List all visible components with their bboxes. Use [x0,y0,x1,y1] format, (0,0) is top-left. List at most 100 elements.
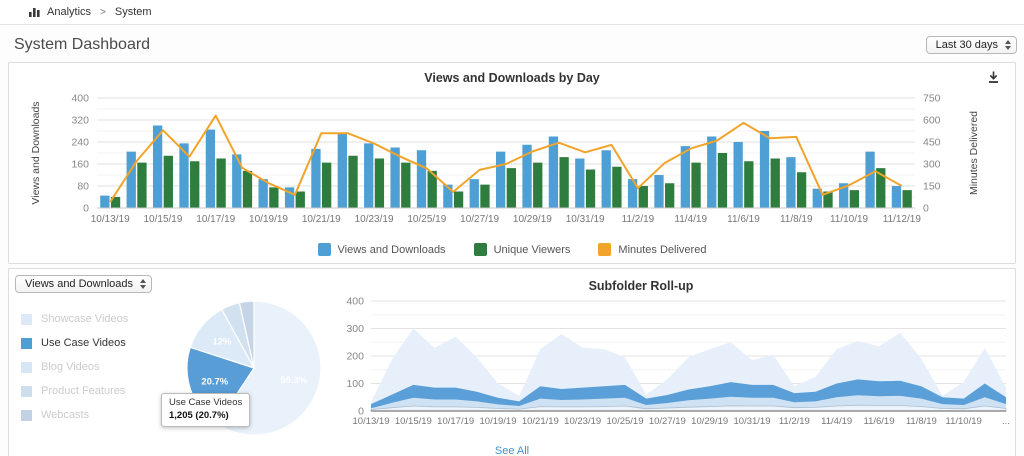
svg-text:300: 300 [923,159,941,171]
daily-chart-title: Views and Downloads by Day [424,71,600,85]
daily-chart-legend: Views and Downloads Unique Viewers Minutes… [9,243,1015,256]
svg-text:160: 160 [71,159,89,171]
see-all-link[interactable]: See All [494,445,530,456]
legend-label: Views and Downloads [337,243,446,256]
breadcrumb-system[interactable]: System [114,6,152,18]
svg-text:100: 100 [346,378,364,390]
svg-text:10/31/19: 10/31/19 [566,214,605,225]
svg-text:10/29/19: 10/29/19 [691,416,728,427]
pie-tooltip-value: 1,205 (20.7%) [169,409,229,421]
rollup-x-axis-labels: 10/13/19 10/15/19 10/17/19 10/19/19 10/21/19… [353,416,1010,427]
svg-text:150: 150 [923,181,941,193]
legend-swatch [598,243,612,256]
svg-text:11/8/19: 11/8/19 [780,214,813,225]
svg-text:300: 300 [346,323,364,335]
bar-chart-icon [28,6,41,18]
svg-text:10/31/19: 10/31/19 [734,416,771,427]
legend-item: Views and Downloads [317,243,446,256]
svg-text:11/6/19: 11/6/19 [864,416,895,427]
legend-label: Minutes Delivered [618,243,707,256]
minutes-delivered-line [109,114,903,203]
date-range-value: Last 30 days [935,39,998,51]
svg-text:450: 450 [923,137,941,149]
svg-text:10/27/19: 10/27/19 [649,416,686,427]
download-icon[interactable] [986,70,1001,90]
daily-x-axis-labels: 10/13/19 10/15/19 10/17/19 10/19/19 10/21/19… [91,214,922,225]
legend-swatch [317,243,331,256]
svg-text:11/6/19: 11/6/19 [727,214,760,225]
views-downloads-by-day-card: Views and Downloads by Day 0 80 160 240 320 4… [8,62,1016,264]
svg-text:0: 0 [923,203,929,215]
svg-text:10/25/19: 10/25/19 [407,214,446,225]
pie-slice-label: 20.7% [201,377,228,388]
svg-text:10/27/19: 10/27/19 [460,214,499,225]
svg-text:...: ... [1002,416,1010,427]
see-all-row: See All [9,441,1015,456]
svg-text:600: 600 [923,115,941,127]
pie-tooltip: Use Case Videos 1,205 (20.7%) [161,393,251,427]
svg-text:11/4/19: 11/4/19 [674,214,707,225]
folder-legend-swatch [21,361,32,373]
svg-text:10/21/19: 10/21/19 [522,416,559,427]
folder-legend-swatch [21,337,32,349]
svg-text:750: 750 [923,93,941,105]
svg-text:200: 200 [346,351,364,363]
folder-legend-label: Product Features [41,385,126,397]
metric-select[interactable]: Views and Downloads [15,275,153,293]
left-axis-title: Views and Downloads [30,101,42,204]
pie-slice-label: 59.3% [280,375,307,386]
svg-text:10/19/19: 10/19/19 [249,214,288,225]
svg-text:240: 240 [71,137,89,149]
svg-text:11/4/19: 11/4/19 [821,416,852,427]
svg-text:10/13/19: 10/13/19 [91,214,130,225]
right-axis-title: Minutes Delivered [968,111,980,195]
svg-text:10/13/19: 10/13/19 [353,416,390,427]
legend-swatch [473,243,487,256]
svg-text:10/29/19: 10/29/19 [513,214,552,225]
folder-legend-item[interactable]: Blog Videos [21,361,128,373]
folder-legend: Showcase Videos Use Case Videos Blog Video… [21,313,128,433]
legend-label: Unique Viewers [493,243,571,256]
pie-tooltip-title: Use Case Videos [169,397,243,408]
svg-text:10/17/19: 10/17/19 [437,416,474,427]
svg-text:80: 80 [77,181,89,193]
svg-text:10/23/19: 10/23/19 [564,416,601,427]
svg-text:11/2/19: 11/2/19 [779,416,810,427]
date-range-select[interactable]: Last 30 days [925,36,1017,54]
svg-text:10/19/19: 10/19/19 [480,416,517,427]
folder-legend-item[interactable]: Product Features [21,385,128,397]
area-series-layer-4 [370,404,1007,412]
folder-legend-item[interactable]: Showcase Videos [21,313,128,325]
legend-item: Minutes Delivered [598,243,706,256]
daily-gridlines: 0 80 160 240 320 400 0 150 300 450 600 750 [71,93,940,215]
legend-item: Unique Viewers [473,243,571,256]
svg-text:10/17/19: 10/17/19 [196,214,235,225]
svg-text:10/15/19: 10/15/19 [395,416,432,427]
pie-slice[interactable] [238,300,255,369]
folder-legend-swatch [21,409,32,421]
svg-text:11/10/19: 11/10/19 [946,416,982,427]
svg-text:11/12/19: 11/12/19 [883,214,922,225]
svg-text:10/21/19: 10/21/19 [302,214,341,225]
svg-text:0: 0 [83,203,89,215]
subfolder-rollup-card: Views and Downloads Showcase Videos Use C… [8,268,1016,456]
svg-text:400: 400 [346,296,364,308]
folder-legend-item[interactable]: Use Case Videos [21,337,128,349]
pie-slice-label: 12% [212,337,232,348]
folder-legend-item[interactable]: Webcasts [21,409,128,421]
svg-text:10/23/19: 10/23/19 [355,214,394,225]
svg-text:10/15/19: 10/15/19 [143,214,182,225]
svg-text:0: 0 [358,406,364,418]
svg-text:11/10/19: 11/10/19 [830,214,869,225]
breadcrumb-analytics[interactable]: Analytics [47,6,92,18]
breadcrumb-separator-icon: > [100,6,106,18]
svg-text:11/2/19: 11/2/19 [622,214,655,225]
folder-legend-label: Use Case Videos [41,337,126,349]
svg-text:400: 400 [71,93,89,105]
folder-legend-swatch [21,313,32,325]
rollup-chart-title: Subfolder Roll-up [588,279,694,293]
page-title: System Dashboard [14,36,151,53]
